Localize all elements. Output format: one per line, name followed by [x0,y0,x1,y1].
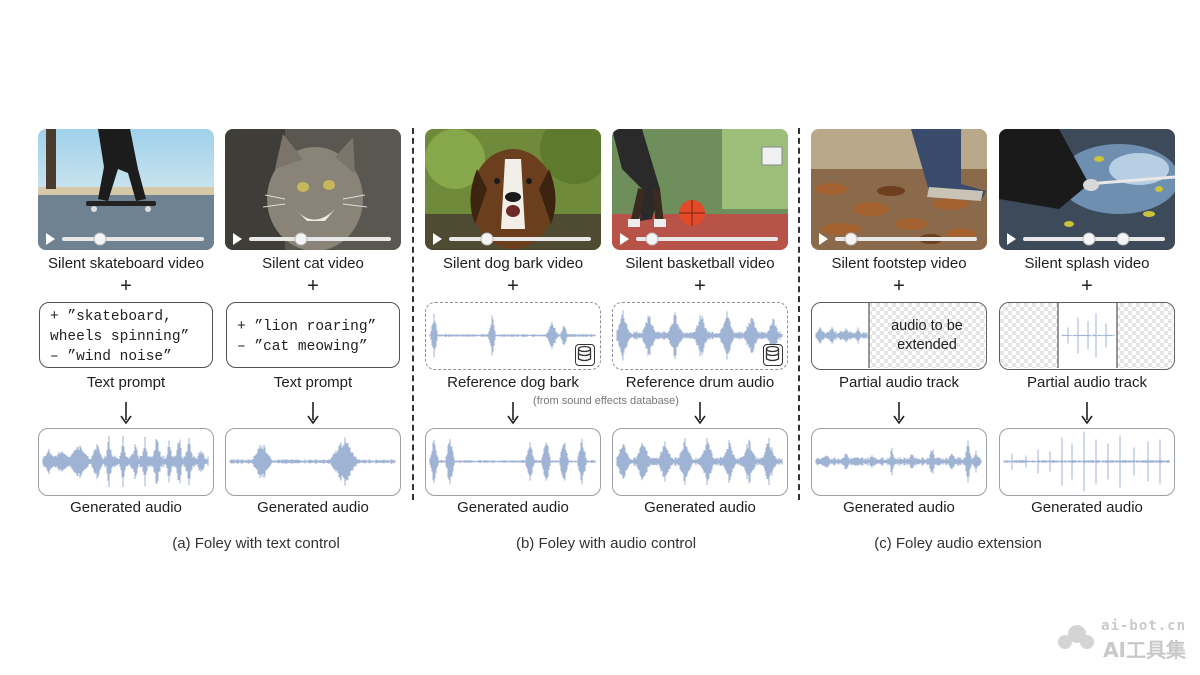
database-icon [763,344,783,366]
basketball-output-label: Generated audio [644,499,756,516]
cat-video-scrubber[interactable] [294,232,308,246]
splash-video-thumbnail[interactable] [999,129,1175,250]
extension-line: extended [897,337,957,353]
extension-line: audio to be [891,318,963,334]
generated-skateboard-audio[interactable] [38,428,214,496]
cat-input-label: Text prompt [273,374,353,391]
generated-dog-audio[interactable] [425,428,601,496]
plus-sign: + [694,275,706,297]
down-arrow-icon [1081,402,1093,425]
sound-effects-database-note: (from sound effects database) [533,395,679,407]
dog-video-label: Silent dog bark video [442,255,584,272]
splash-video-play-icon[interactable] [1007,233,1016,245]
generated-footstep-audio[interactable] [811,428,987,496]
splash-input-label: Partial audio track [1026,374,1148,391]
down-arrow-icon [507,402,519,425]
watermark-logo-icon [1058,625,1095,649]
partial-footstep-audio-track[interactable]: audio to be extended [811,302,987,370]
panel-divider-left [412,128,414,500]
plus-sign: + [120,275,132,297]
footstep-video-scrubber[interactable] [844,232,858,246]
dog-video-progress-bar[interactable] [449,237,591,241]
footstep-output-label: Generated audio [843,499,955,516]
down-arrow-icon [893,402,905,425]
cat-text-prompt: + ”lion roaring” – ”cat meowing” [226,302,400,368]
cat-video-thumbnail[interactable] [225,129,401,250]
footstep-input-label: Partial audio track [838,374,960,391]
plus-sign: + [1081,275,1093,297]
prompt-line: + ”lion roaring” [237,319,377,335]
skateboard-video-scrubber[interactable] [93,232,107,246]
dog-video-scrubber[interactable] [480,232,494,246]
splash-video-scrubber[interactable] [1082,232,1096,246]
splash-video-label: Silent splash video [1024,255,1150,272]
partial-splash-audio-track[interactable] [999,302,1175,370]
cat-video-progress-bar[interactable] [249,237,391,241]
footstep-video-label: Silent footstep video [831,255,967,272]
panel-a-caption: (a) Foley with text control [172,535,340,552]
basketball-video-progress-bar[interactable] [636,237,778,241]
footstep-video-thumbnail[interactable] [811,129,987,250]
panel-divider-right [798,128,800,500]
dog-output-label: Generated audio [457,499,569,516]
prompt-line: – ”wind noise” [50,349,172,365]
basketball-video-scrubber[interactable] [645,232,659,246]
plus-sign: + [507,275,519,297]
cat-output-label: Generated audio [257,499,369,516]
database-icon [575,344,595,366]
basketball-video-thumbnail[interactable] [612,129,788,250]
footstep-video-progress-bar[interactable] [835,237,977,241]
generated-splash-audio[interactable] [999,428,1175,496]
watermark-line-1: ai-bot.cn [1101,618,1186,634]
skateboard-output-label: Generated audio [70,499,182,516]
panel-b-caption: (b) Foley with audio control [515,535,697,552]
panel-c-caption: (c) Foley audio extension [874,535,1042,552]
skateboard-video-play-icon[interactable] [46,233,55,245]
cat-video-label: Silent cat video [262,255,364,272]
watermark: ai-bot.cn AI工具集 [1058,618,1186,663]
cat-video-play-icon[interactable] [233,233,242,245]
down-arrow-icon [694,402,706,425]
skateboard-video-thumbnail[interactable] [38,129,214,250]
splash-output-label: Generated audio [1031,499,1143,516]
generated-cat-audio[interactable] [225,428,401,496]
skateboard-input-label: Text prompt [86,374,166,391]
skateboard-video-progress-bar[interactable] [62,237,204,241]
skateboard-text-prompt: + ”skateboard, wheels spinning” – ”wind … [39,302,213,368]
drum-input-label: Reference drum audio [625,374,775,391]
basketball-video-play-icon[interactable] [620,233,629,245]
plus-sign: + [307,275,319,297]
prompt-line: wheels spinning” [50,329,190,345]
dog-video-play-icon[interactable] [433,233,442,245]
down-arrow-icon [120,402,132,425]
watermark-line-2: AI工具集 [1103,638,1186,662]
skateboard-video-label: Silent skateboard video [48,255,204,272]
down-arrow-icon [307,402,319,425]
prompt-line: + ”skateboard, [50,309,172,325]
footstep-video-play-icon[interactable] [819,233,828,245]
extension-placeholder-text: audio to be extended [869,317,985,355]
plus-sign: + [893,275,905,297]
generated-basketball-audio[interactable] [612,428,788,496]
basketball-video-label: Silent basketball video [625,255,775,272]
dog-input-label: Reference dog bark [447,374,579,391]
prompt-line: – ”cat meowing” [237,339,368,355]
dog-video-thumbnail[interactable] [425,129,601,250]
reference-dog-bark-audio[interactable] [425,302,601,370]
reference-drum-audio[interactable] [612,302,788,370]
